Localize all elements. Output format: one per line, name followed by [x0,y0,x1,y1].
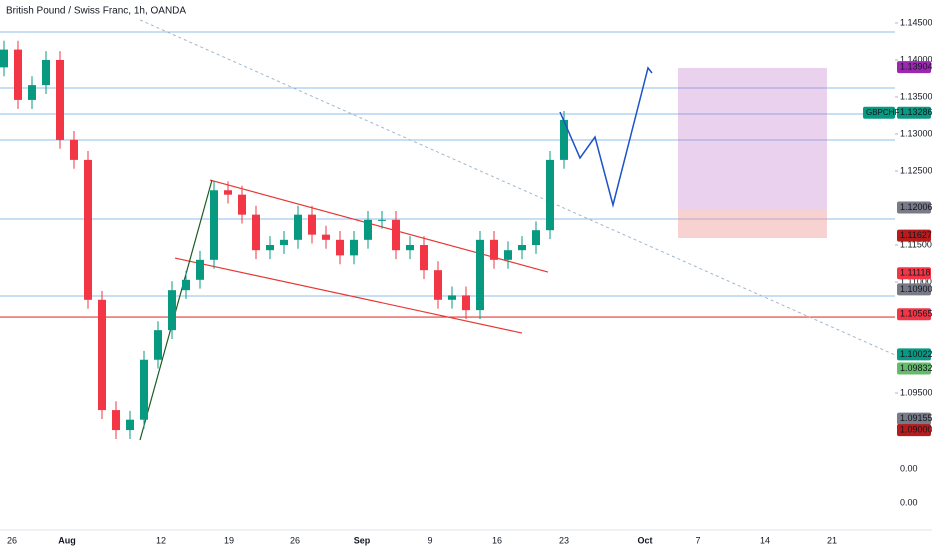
candle-body [476,239,484,311]
price-tag-label: 1.10565 [900,309,932,319]
y-tick-label: 1.11500 [900,239,932,249]
price-tag [897,424,931,437]
candle-body [532,230,540,246]
candle-body [56,59,64,140]
x-tick-label: 14 [760,535,770,545]
candle-body [0,49,8,68]
stop-box [678,210,827,238]
candle-body [322,234,330,240]
candle-body [420,245,428,271]
target-box [678,67,827,211]
price-tag-label: 1.09832 [900,363,932,373]
candle-body [42,59,50,86]
price-tag-label: 1.09000 [900,424,932,434]
candle-body [154,330,162,360]
candle-body [210,190,218,260]
candle-body [14,49,22,100]
candle-body [350,239,358,256]
price-tag-label: 1.11118 [900,268,931,278]
candle-body [126,419,134,431]
projection-path [559,66,653,208]
x-tick-label: 12 [156,535,166,545]
x-tick-label: 23 [559,535,569,545]
candle-body [462,295,470,311]
candle-body [364,219,372,240]
price-tag [897,106,931,119]
x-tick-label: Oct [637,535,652,545]
candle-body [308,214,316,235]
y-tick-label: 1.14000 [900,54,932,64]
y-tick-label: 1.13500 [900,91,932,101]
x-tick-label: Aug [58,535,76,545]
candle-body [238,194,246,215]
price-tag [897,283,931,296]
candle-body [28,85,36,100]
price-tag-label: 1.12006 [900,202,932,212]
symbol-tag [863,106,895,119]
price-tag-label: 1.11627 [900,230,932,240]
candle-body [140,359,148,420]
candle-body [518,245,526,251]
plot-area [0,19,896,441]
channel-lower [174,257,523,334]
candle-body [224,190,232,195]
price-tag [897,362,931,375]
candle-body [406,245,414,251]
y-tick-label: 1.09500 [900,387,932,397]
candle-body [546,159,554,231]
axis-label: 0.00 [900,497,918,507]
x-tick-label: 19 [224,535,234,545]
axis-label: 0.00 [900,463,918,473]
x-tick-label: 16 [492,535,502,545]
candle-body [182,279,190,291]
price-tag [897,412,931,425]
candle-body [504,250,512,260]
x-tick-label: 21 [827,535,837,545]
x-tick-label: 26 [290,535,300,545]
x-tick-label: 7 [695,535,700,545]
y-tick-label: 1.14500 [900,17,932,27]
price-tag [897,308,931,321]
candle-body [392,219,400,251]
candle-body [266,245,274,251]
candle-body [84,159,92,300]
candle-body [70,139,78,160]
candle-body [294,214,302,240]
x-tick-label: 9 [427,535,432,545]
symbol-tag-label: GBPCHF [866,108,899,117]
candle-body [196,259,204,280]
price-tag-label: 1.13904 [900,61,932,71]
price-tag [897,348,931,361]
price-tag-label: 1.13286 [900,107,932,117]
x-tick-label: 26 [7,535,17,545]
candle-body [98,299,106,411]
price-tag [897,229,931,242]
candle-body [280,239,288,246]
candle-body [490,239,498,260]
candle-body [252,214,260,251]
candle-body [434,270,442,300]
y-tick-label: 1.13000 [900,128,932,138]
price-tag-label: 1.10900 [900,284,932,294]
price-tag [897,201,931,214]
candle-body [378,219,386,221]
price-tag-label: 1.10022 [900,349,932,359]
price-tag-label: 1.09155 [900,413,932,423]
candle-body [168,290,176,331]
x-tick-label: Sep [354,535,371,545]
candle-body [112,410,120,431]
y-tick-label: 1.11000 [900,276,932,286]
candle-body [560,119,568,160]
y-tick-label: 1.12500 [900,165,932,175]
chart-title: British Pound / Swiss Franc, 1h, OANDA [6,6,186,17]
candle-body [448,295,456,300]
price-tag [897,61,931,74]
candle-body [336,239,344,256]
price-tag [897,267,931,280]
